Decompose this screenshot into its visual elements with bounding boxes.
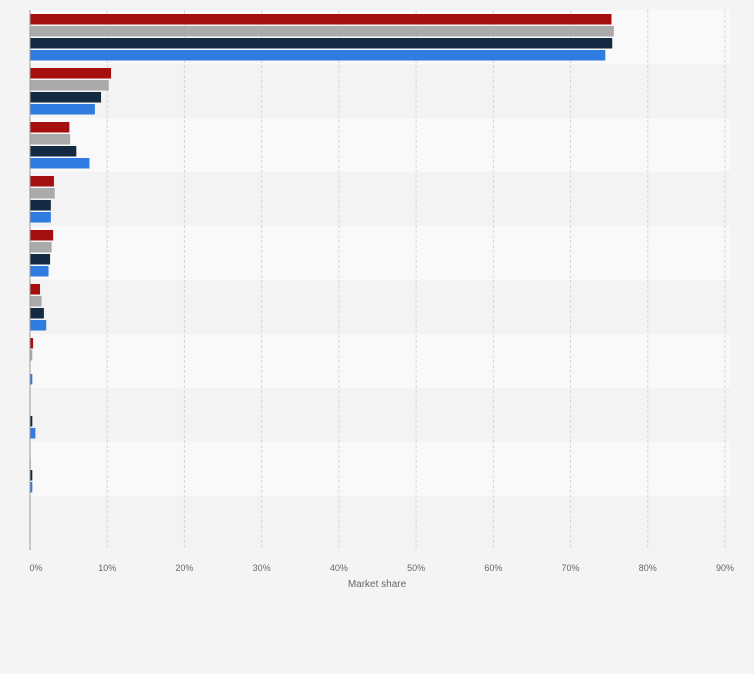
- x-tick-label: 0%: [29, 563, 42, 573]
- bar: [30, 338, 34, 349]
- category-band: [30, 442, 730, 496]
- bar: [30, 374, 33, 385]
- category-band: [30, 118, 730, 172]
- bar: [30, 350, 33, 361]
- x-tick-label: 80%: [639, 563, 657, 573]
- x-axis-title: Market share: [348, 579, 407, 590]
- bar: [30, 320, 47, 331]
- category-band: [30, 496, 730, 550]
- category-band: [30, 334, 730, 388]
- x-tick-label: 10%: [98, 563, 116, 573]
- category-band: [30, 280, 730, 334]
- bar: [30, 80, 109, 91]
- category-band: [30, 172, 730, 226]
- bar: [30, 146, 77, 157]
- bar: [30, 212, 51, 223]
- category-band: [30, 226, 730, 280]
- bar: [30, 176, 54, 187]
- bar: [30, 230, 54, 241]
- x-tick-label: 40%: [330, 563, 348, 573]
- x-tick-label: 20%: [175, 563, 193, 573]
- bar: [30, 14, 612, 25]
- bar: [30, 284, 41, 295]
- bar: [30, 158, 90, 169]
- bar: [30, 122, 70, 133]
- bar: [30, 254, 51, 265]
- bar: [30, 482, 33, 493]
- bar: [30, 134, 71, 145]
- bar: [30, 470, 33, 481]
- bar: [30, 428, 36, 439]
- bar: [30, 242, 52, 253]
- x-tick-label: 70%: [562, 563, 580, 573]
- x-tick-label: 30%: [253, 563, 271, 573]
- bar: [30, 296, 42, 307]
- x-tick-label: 60%: [484, 563, 502, 573]
- bar: [30, 200, 51, 211]
- bar: [30, 308, 44, 319]
- bar: [30, 50, 606, 61]
- bar: [30, 92, 102, 103]
- x-tick-label: 50%: [407, 563, 425, 573]
- bar: [30, 38, 613, 49]
- bar: [30, 26, 614, 37]
- category-band: [30, 388, 730, 442]
- bar: [30, 188, 55, 199]
- bar: [30, 416, 33, 427]
- bar: [30, 266, 49, 277]
- x-tick-label: 90%: [716, 563, 734, 573]
- bar: [30, 104, 95, 115]
- bar: [30, 68, 112, 79]
- category-band: [30, 64, 730, 118]
